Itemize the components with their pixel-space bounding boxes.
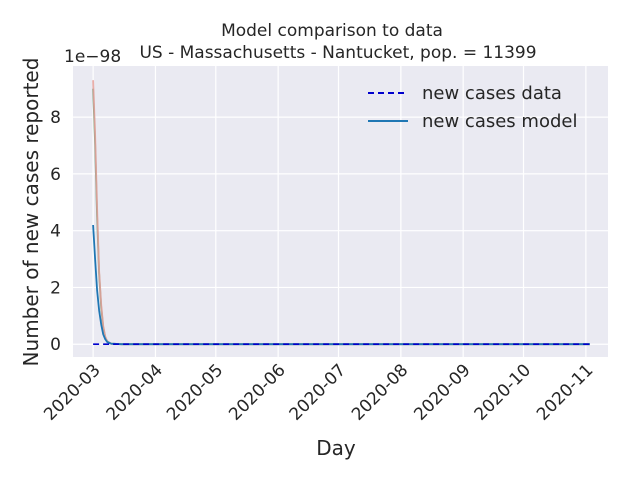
x-tick-label: 2020-04	[103, 360, 167, 424]
y-offset-label: 1e−98	[64, 47, 121, 67]
y-tick-label: 0	[50, 335, 61, 355]
x-tick-label: 2020-11	[533, 360, 597, 424]
x-tick-label: 2020-03	[40, 360, 104, 424]
x-tick-label: 2020-05	[163, 360, 227, 424]
legend-label-data: new cases data	[422, 83, 562, 104]
chart-subtitle: US - Massachusetts - Nantucket, pop. = 1…	[139, 43, 536, 63]
x-axis-label: Day	[316, 436, 356, 460]
legend-label-model: new cases model	[422, 111, 577, 132]
x-tick-label: 2020-06	[225, 360, 289, 424]
grid-lines	[73, 66, 608, 357]
y-axis-label: Number of new cases reported	[19, 58, 43, 367]
legend: new cases data new cases model	[368, 83, 577, 132]
chart-title: Model comparison to data	[221, 21, 443, 41]
y-tick-label: 8	[50, 108, 61, 128]
x-tick-label: 2020-08	[348, 360, 412, 424]
plot-background	[73, 66, 608, 357]
x-tick-label: 2020-09	[410, 360, 474, 424]
y-tick-label: 2	[50, 278, 61, 298]
y-tick-label: 4	[50, 222, 61, 242]
x-tick-label: 2020-10	[471, 360, 535, 424]
x-tick-label: 2020-07	[286, 360, 350, 424]
y-tick-label: 6	[50, 165, 61, 185]
series-layer	[92, 80, 590, 346]
